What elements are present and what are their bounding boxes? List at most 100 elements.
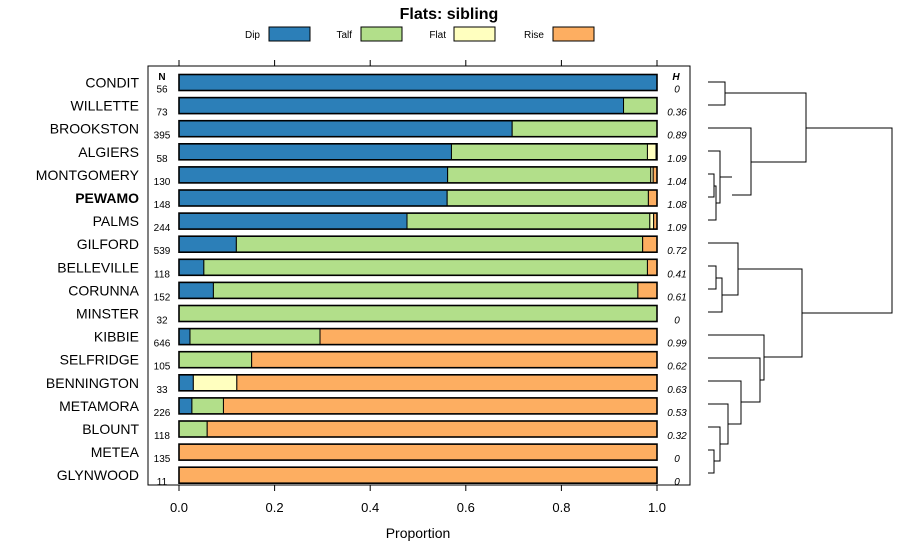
category-label: METEA [91,444,140,460]
bar-segment-dip [178,74,658,91]
n-value: 135 [154,454,171,465]
bar-segment-rise [642,235,658,253]
bar-outline [178,304,658,323]
legend-label-rise: Rise [524,30,544,41]
category-label: CONDIT [85,75,139,91]
legend-swatch-flat [453,26,496,42]
bar-segment-dip [178,97,625,115]
bar-outline [178,212,658,230]
n-value: 148 [154,200,171,211]
category-label: BELLEVILLE [57,259,139,275]
h-value: 1.09 [667,154,687,165]
n-value: 646 [154,339,171,350]
legend-swatch-dip [268,26,311,42]
dendrogram-link [708,380,742,425]
h-value: 0.62 [667,362,687,373]
h-value: 0.53 [667,408,687,419]
n-value: 56 [156,85,168,96]
bar-segment-dip [178,120,513,138]
n-value: 244 [154,223,171,234]
category-label: BROOKSTON [50,121,139,137]
bar-row-metamora: METAMORA 226 0.53 [59,397,687,419]
bar-outline [178,258,658,277]
x-tick-label: 0.2 [266,500,284,515]
bar-outline [178,466,658,485]
bar-outline [178,350,658,369]
bar-segment-flat [646,143,657,161]
h-value: 0.32 [667,431,687,442]
legend-swatch-rise [552,26,595,42]
h-value: 0.41 [667,269,686,280]
bar-row-pewamo: PEWAMO 148 1.08 [75,189,687,211]
h-value: 0.61 [667,292,686,303]
bar-outline [178,373,658,392]
h-value: 0.36 [667,108,687,119]
bar-outline [178,397,658,415]
bar-segment-talf [203,258,648,276]
legend-label-flat: Flat [429,30,446,41]
category-label: SELFRIDGE [60,352,139,368]
plot-frame [147,65,691,486]
bar-outline [178,119,658,138]
bar-outline [178,420,658,438]
h-value: 0.63 [667,385,687,396]
bar-segment-rise [178,443,658,461]
bar-segment-dip [178,328,191,346]
bar-segment-rise [647,189,658,207]
n-value: 33 [156,385,168,396]
bar-row-montgomery: MONTGOMERY 130 1.04 [36,166,687,188]
n-value: 105 [154,362,171,373]
legend-label-dip: Dip [245,30,260,41]
dendrogram-link [708,449,715,474]
bar-row-blount: BLOUNT 118 0.32 [82,420,687,442]
bar-row-glynwood: GLYNWOOD 11 0 [57,466,680,488]
bar-row-willette: WILLETTE 73 0.36 [71,96,687,119]
category-label: MONTGOMERY [36,167,140,183]
bar-segment-rise [646,258,658,276]
bar-segment-talf [178,305,658,322]
n-value: 118 [154,269,170,280]
legend-swatch-talf [360,26,403,42]
bar-segment-flat [649,212,655,230]
dendrogram [708,81,893,474]
category-label: GILFORD [77,236,139,252]
bar-row-kibbie: KIBBIE 646 0.99 [94,327,687,350]
dendrogram-link [738,268,803,358]
h-value: 0.72 [667,246,687,257]
h-value: 1.09 [667,223,687,234]
category-label: METAMORA [59,398,140,414]
category-label: PEWAMO [75,190,139,206]
dendrogram-link [708,277,723,313]
dendrogram-link [708,81,726,106]
bar-segment-rise [222,397,658,415]
bar-segment-talf [447,166,652,184]
bar-outline [178,443,658,461]
bar-segment-talf [212,281,639,299]
bar-row-bennington: BENNINGTON 33 0.63 [46,373,687,396]
x-tick-label: 0.4 [361,500,379,515]
dendrogram-link [708,242,739,296]
n-value: 395 [154,131,171,142]
n-value: 226 [154,408,171,419]
bar-segment-rise [319,328,658,346]
category-label: CORUNNA [68,282,139,298]
dendrogram-link [802,127,893,314]
bar-segment-dip [178,212,408,230]
bar-outline [178,281,658,300]
chart-title: Flats: sibling [400,6,499,23]
bar-segment-dip [178,166,449,184]
h-value: 1.08 [667,200,687,211]
bar-segment-talf [450,143,648,161]
bar-segment-flat [192,374,238,392]
x-tick-label: 0.6 [457,500,475,515]
bar-outline [178,235,658,253]
bar-segment-talf [189,328,321,346]
bar-row-palms: PALMS 244 1.09 [93,212,687,234]
h-value: 0.99 [667,339,687,350]
bar-row-selfridge: SELFRIDGE 105 0.62 [60,350,687,373]
n-value: 32 [156,316,168,327]
n-value: 118 [154,431,170,442]
h-value: 0 [674,477,680,488]
h-value: 1.04 [667,177,687,188]
